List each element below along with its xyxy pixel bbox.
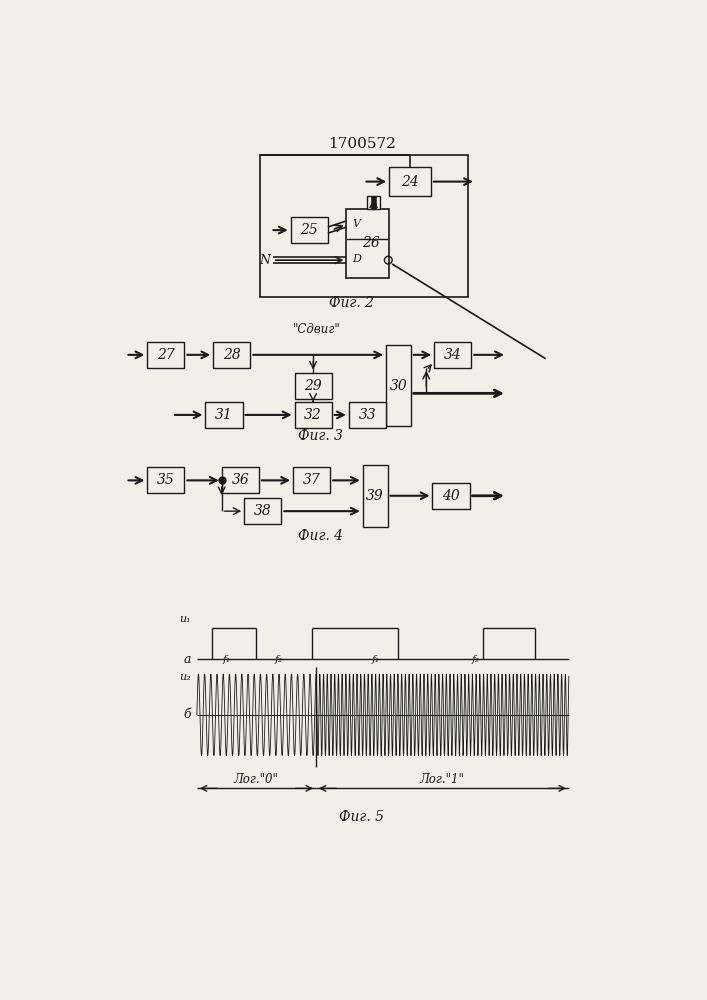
Bar — [349, 402, 386, 428]
Text: 36: 36 — [231, 473, 249, 487]
Bar — [147, 342, 185, 368]
Text: Фиг. 5: Фиг. 5 — [339, 810, 385, 824]
Text: Фиг. 2: Фиг. 2 — [329, 296, 375, 310]
Text: б: б — [183, 708, 191, 721]
Bar — [147, 467, 185, 493]
Bar — [291, 217, 328, 243]
Bar — [389, 167, 431, 196]
Text: f₁: f₁ — [223, 655, 230, 664]
Text: 40: 40 — [442, 489, 460, 503]
Text: N: N — [259, 254, 271, 267]
Text: 33: 33 — [358, 408, 376, 422]
Bar — [346, 209, 389, 278]
Text: 1700572: 1700572 — [328, 137, 396, 151]
Text: f₁: f₁ — [371, 655, 380, 664]
Bar — [295, 373, 332, 399]
Text: 27: 27 — [157, 348, 175, 362]
Bar — [293, 467, 330, 493]
Text: u₁: u₁ — [179, 614, 191, 624]
Text: Фиг. 4: Фиг. 4 — [298, 529, 344, 543]
Text: 25: 25 — [300, 223, 318, 237]
Bar — [295, 402, 332, 428]
Text: D: D — [353, 254, 361, 264]
Bar — [434, 342, 472, 368]
Text: a: a — [183, 653, 191, 666]
Text: f₂: f₂ — [275, 655, 283, 664]
Text: Лог."0": Лог."0" — [234, 773, 279, 786]
Bar — [222, 467, 259, 493]
Text: V: V — [353, 219, 361, 229]
Bar — [363, 465, 387, 527]
Text: 31: 31 — [215, 408, 233, 422]
Text: 24: 24 — [401, 175, 419, 189]
Text: u₂: u₂ — [179, 672, 191, 682]
Bar — [368, 196, 380, 209]
Text: "Сдвиг": "Сдвиг" — [293, 323, 341, 336]
Text: Лог."1": Лог."1" — [420, 773, 464, 786]
Text: Фиг. 3: Фиг. 3 — [298, 429, 344, 443]
Bar — [206, 402, 243, 428]
Bar — [213, 342, 250, 368]
Text: f₂: f₂ — [472, 655, 480, 664]
Bar — [386, 345, 411, 426]
Text: 35: 35 — [157, 473, 175, 487]
Text: 29: 29 — [304, 379, 322, 393]
Text: 26: 26 — [363, 236, 380, 250]
Text: 34: 34 — [444, 348, 462, 362]
Text: 38: 38 — [254, 504, 271, 518]
Bar — [260, 155, 468, 297]
Text: 32: 32 — [304, 408, 322, 422]
Text: 39: 39 — [366, 489, 384, 503]
Text: 37: 37 — [303, 473, 320, 487]
Bar — [244, 498, 281, 524]
Text: 28: 28 — [223, 348, 240, 362]
Text: 30: 30 — [390, 379, 407, 393]
Bar — [433, 483, 469, 509]
